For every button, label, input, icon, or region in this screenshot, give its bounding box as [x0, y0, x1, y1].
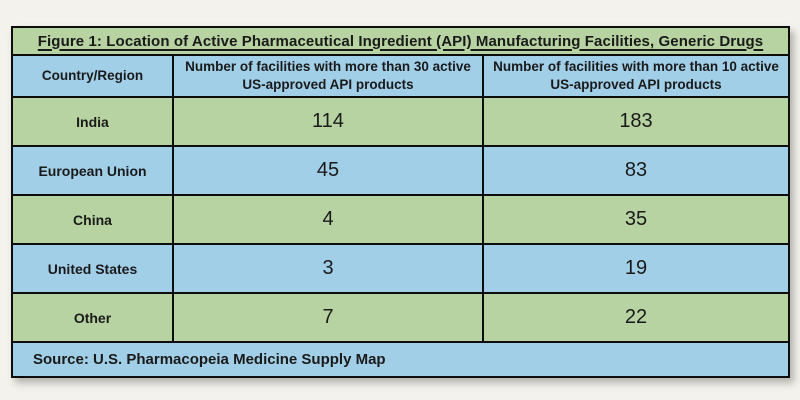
value-cell-more-than-10: 83 — [484, 147, 788, 196]
country-cell: United States — [13, 245, 174, 294]
figure-title: Figure 1: Location of Active Pharmaceuti… — [13, 28, 788, 56]
source-note: Source: U.S. Pharmacopeia Medicine Suppl… — [13, 343, 788, 376]
data-grid: Country/Region Number of facilities with… — [13, 56, 788, 343]
value-cell-more-than-10: 22 — [484, 294, 788, 343]
value-cell-more-than-30: 114 — [174, 98, 484, 147]
value-cell-more-than-30: 4 — [174, 196, 484, 245]
value-cell-more-than-30: 7 — [174, 294, 484, 343]
country-cell: India — [13, 98, 174, 147]
figure-table: Figure 1: Location of Active Pharmaceuti… — [11, 26, 790, 378]
value-cell-more-than-10: 183 — [484, 98, 788, 147]
country-cell: China — [13, 196, 174, 245]
value-cell-more-than-30: 45 — [174, 147, 484, 196]
value-cell-more-than-30: 3 — [174, 245, 484, 294]
value-cell-more-than-10: 35 — [484, 196, 788, 245]
column-header-more-than-10: Number of facilities with more than 10 a… — [484, 56, 788, 98]
column-header-country: Country/Region — [13, 56, 174, 98]
country-cell: European Union — [13, 147, 174, 196]
country-cell: Other — [13, 294, 174, 343]
column-header-more-than-30: Number of facilities with more than 30 a… — [174, 56, 484, 98]
value-cell-more-than-10: 19 — [484, 245, 788, 294]
